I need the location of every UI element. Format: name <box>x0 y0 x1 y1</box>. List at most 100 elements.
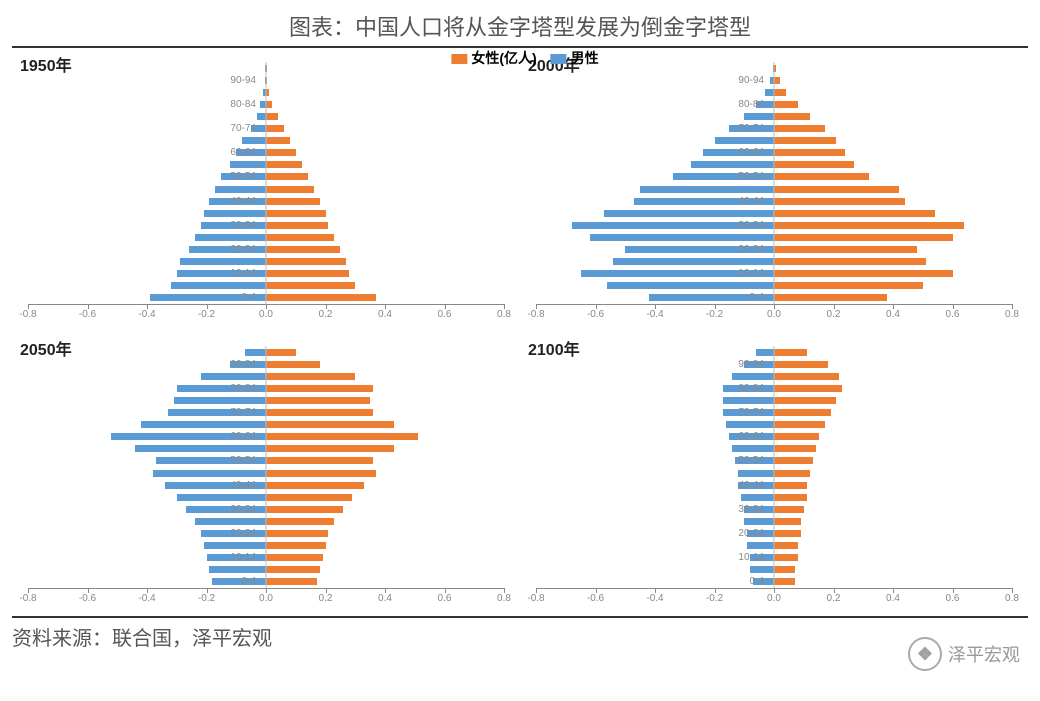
bar-female <box>266 554 323 561</box>
bar-female <box>266 234 334 241</box>
bar-male <box>723 385 774 392</box>
bar-male <box>649 294 774 301</box>
x-tick-label: 0.8 <box>1005 309 1019 320</box>
x-tick-label: 0.8 <box>497 309 511 320</box>
bar-female <box>266 530 328 537</box>
bar-female <box>266 542 326 549</box>
swatch-female <box>451 54 467 64</box>
pyramid: 90-9480-8470-7460-6450-5440-4430-3420-24… <box>20 336 512 616</box>
x-tick-label: -0.4 <box>138 593 155 604</box>
bar-male <box>201 222 266 229</box>
bar-male <box>230 161 266 168</box>
x-tick-label: 0.2 <box>319 593 333 604</box>
x-tick-label: -0.8 <box>527 593 544 604</box>
x-axis: -0.8-0.6-0.4-0.20.00.20.40.60.8 <box>536 588 1012 608</box>
x-tick-label: 0.0 <box>767 593 781 604</box>
bar-male <box>604 210 774 217</box>
pyramid: 90-9480-8470-7460-6450-5440-4430-3420-24… <box>20 52 512 332</box>
bar-female <box>774 161 854 168</box>
x-tick-label: -0.4 <box>138 309 155 320</box>
x-tick-label: 0.4 <box>886 593 900 604</box>
bar-female <box>266 361 320 368</box>
bar-female <box>266 566 320 573</box>
bar-female <box>774 457 813 464</box>
bar-female <box>774 210 935 217</box>
bar-female <box>266 113 278 120</box>
bar-female <box>774 578 795 585</box>
x-tick-label: 0.4 <box>378 309 392 320</box>
bar-male <box>201 530 266 537</box>
bar-male <box>703 149 774 156</box>
bar-female <box>266 149 296 156</box>
bar-male <box>242 137 266 144</box>
bar-female <box>266 409 373 416</box>
bar-female <box>774 125 825 132</box>
x-tick-label: 0.0 <box>259 309 273 320</box>
bar-male <box>201 373 266 380</box>
center-axis <box>774 346 775 588</box>
bar-female <box>266 101 272 108</box>
watermark: ❖ 泽平宏观 <box>908 637 1020 671</box>
bar-female <box>266 482 364 489</box>
bar-male <box>212 578 266 585</box>
x-tick-label: 0.0 <box>767 309 781 320</box>
bar-female <box>774 113 810 120</box>
bar-female <box>774 518 801 525</box>
bar-male <box>750 566 774 573</box>
bar-male <box>735 457 774 464</box>
x-tick-label: 0.8 <box>497 593 511 604</box>
legend: 女性(亿人) 男性 <box>441 48 598 68</box>
bar-male <box>141 421 266 428</box>
bar-female <box>774 482 807 489</box>
bar-female <box>774 198 905 205</box>
panel-title: 1950年 <box>20 52 72 76</box>
source-text: 资料来源：联合国，泽平宏观 <box>12 618 1028 653</box>
bar-female <box>266 506 343 513</box>
watermark-text: 泽平宏观 <box>948 641 1020 667</box>
bar-female <box>266 222 328 229</box>
bar-female <box>266 258 346 265</box>
bar-female <box>266 294 376 301</box>
bar-male <box>738 482 774 489</box>
bar-male <box>195 234 266 241</box>
legend-female: 女性(亿人) <box>471 50 536 66</box>
center-axis <box>266 346 267 588</box>
x-tick-label: -0.6 <box>587 593 604 604</box>
bar-male <box>723 409 774 416</box>
bar-male <box>174 397 266 404</box>
bar-male <box>747 530 774 537</box>
bar-male <box>156 457 266 464</box>
bar-female <box>266 397 370 404</box>
bar-female <box>774 270 953 277</box>
bar-female <box>774 433 819 440</box>
bar-female <box>774 421 825 428</box>
bar-male <box>729 125 774 132</box>
panel-1950年: 1950年90-9480-8470-7460-6450-5440-4430-34… <box>12 48 520 332</box>
bar-male <box>236 149 266 156</box>
bar-male <box>168 409 266 416</box>
panel-title: 2100年 <box>528 336 580 360</box>
x-tick-label: -0.2 <box>198 309 215 320</box>
bar-female <box>774 542 798 549</box>
bar-male <box>180 258 266 265</box>
bar-female <box>774 101 798 108</box>
x-tick-label: 0.6 <box>946 593 960 604</box>
x-tick-label: -0.8 <box>19 309 36 320</box>
bar-male <box>732 445 774 452</box>
bar-male <box>750 554 774 561</box>
bar-female <box>774 554 798 561</box>
bar-female <box>266 137 290 144</box>
bar-male <box>756 101 774 108</box>
bar-male <box>572 222 774 229</box>
bar-female <box>266 433 418 440</box>
x-tick-label: 0.2 <box>827 309 841 320</box>
bar-female <box>774 494 807 501</box>
bar-male <box>215 186 266 193</box>
bar-female <box>266 518 334 525</box>
bar-male <box>634 198 774 205</box>
x-tick-label: -0.6 <box>79 593 96 604</box>
bar-female <box>266 173 308 180</box>
legend-male: 男性 <box>571 50 599 66</box>
x-tick-label: -0.6 <box>587 309 604 320</box>
bar-male <box>753 578 774 585</box>
